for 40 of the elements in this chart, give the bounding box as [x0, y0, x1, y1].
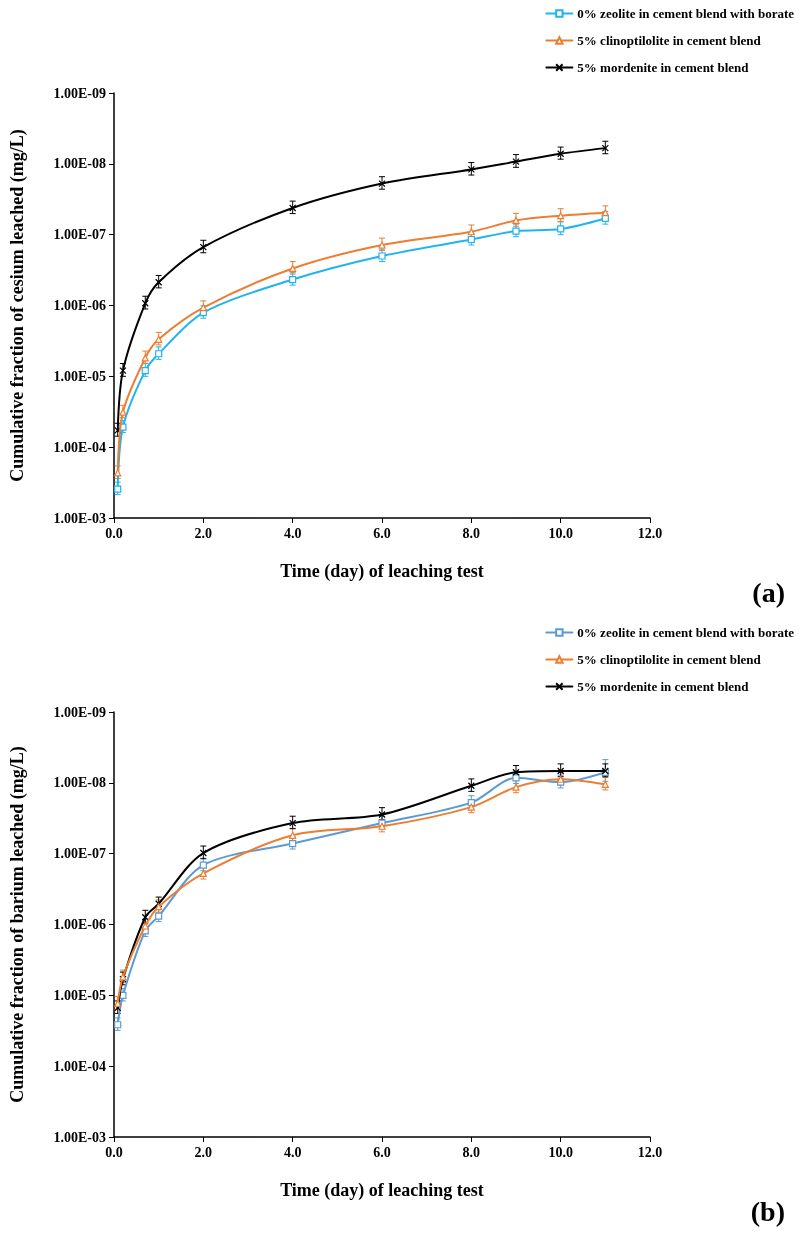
y-tick-label: 1.00E-06 [53, 298, 106, 313]
legend-label: 0% zeolite in cement blend with borate [577, 625, 795, 640]
legend-label: 0% zeolite in cement blend with borate [577, 6, 795, 21]
x-tick-label: 4.0 [283, 1144, 302, 1160]
x-tick-label: 6.0 [373, 525, 391, 541]
x-tick-label: 2.0 [194, 525, 213, 541]
x-axis-title: Time (day) of leaching test [280, 1180, 484, 1201]
x-tick-label: 2.0 [194, 1144, 213, 1160]
y-tick-label: 1.00E-06 [53, 917, 106, 932]
x-tick-label: 4.0 [283, 525, 302, 541]
x-tick-label: 6.0 [373, 1144, 391, 1160]
x-tick-label: 10.0 [548, 1144, 573, 1160]
x-tick-label: 0.0 [105, 525, 123, 541]
y-tick-label: 1.00E-05 [53, 368, 106, 384]
y-tick-label: 1.00E-08 [53, 775, 106, 791]
y-tick-label: 1.00E-05 [53, 987, 106, 1003]
y-tick-label: 1.00E-07 [53, 227, 106, 243]
y-tick-label: 1.00E-04 [53, 439, 106, 455]
legend-label: 5% mordenite in cement blend [577, 679, 750, 694]
y-tick-label: 1.00E-03 [53, 1129, 106, 1145]
y-axis-title: Cumulative fraction of barium leached (mg/L) [7, 746, 28, 1103]
legend-label: 5% mordenite in cement blend [577, 60, 750, 75]
x-tick-label: 8.0 [462, 1144, 481, 1160]
y-tick-label: 1.00E-09 [53, 85, 106, 101]
y-axis-title: Cumulative fraction of cesium leached (mg/L) [7, 129, 28, 482]
y-tick-label: 1.00E-07 [53, 846, 106, 862]
text: (b) [750, 1196, 785, 1228]
legend-label: 5% clinoptilolite in cement blend [577, 652, 762, 667]
y-tick-label: 1.00E-08 [53, 156, 106, 172]
x-axis-title: Time (day) of leaching test [280, 561, 484, 582]
y-tick-label: 1.00E-04 [53, 1058, 106, 1074]
legend-label: 5% clinoptilolite in cement blend [577, 33, 762, 48]
text: (a) [752, 577, 785, 609]
x-tick-label: 12.0 [637, 525, 663, 541]
x-tick-label: 0.0 [105, 1144, 123, 1160]
x-tick-label: 12.0 [637, 1144, 663, 1160]
y-tick-label: 1.00E-03 [53, 510, 106, 526]
x-tick-label: 10.0 [548, 525, 573, 541]
x-tick-label: 8.0 [462, 525, 481, 541]
y-tick-label: 1.00E-09 [53, 704, 106, 720]
